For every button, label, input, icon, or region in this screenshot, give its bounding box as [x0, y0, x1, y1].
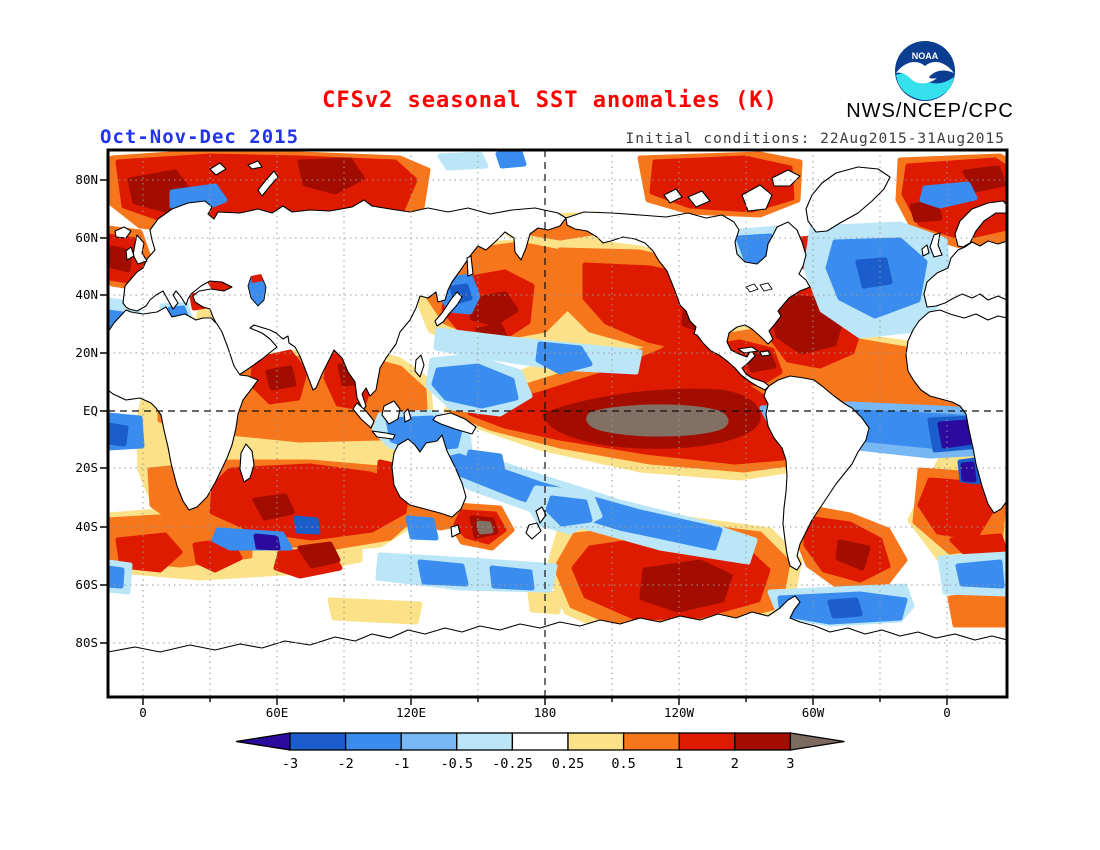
new-zealand-north — [535, 506, 547, 524]
europe-east-repeat — [923, 240, 1007, 308]
agency-label: NWS/NCEP/CPC — [846, 100, 1014, 122]
lat-tick-label: EQ — [82, 403, 98, 418]
lon-tick-label: 0 — [139, 705, 147, 720]
below-min-arrow — [235, 732, 291, 751]
colorbar-segment — [344, 732, 402, 751]
colorbar-segment — [511, 732, 569, 751]
south-america — [763, 375, 870, 571]
lon-tick-label: 0 — [943, 705, 951, 720]
colorbar-tick-label: 1 — [675, 756, 683, 772]
victoria-island — [687, 190, 711, 208]
lon-tick-label: 60E — [265, 705, 289, 720]
ireland-east-repeat — [921, 244, 930, 257]
colorbar-segment — [567, 732, 625, 751]
axis-tick-marks — [100, 179, 948, 705]
colorbar-tick-label: -0.5 — [441, 756, 474, 772]
novaya-zemlya — [257, 170, 279, 197]
lat-tick-label: 20S — [75, 460, 98, 475]
colorbar-segment — [289, 732, 347, 751]
colorbar-segment — [734, 732, 792, 751]
colorbar-segment — [678, 732, 736, 751]
noaa-logo-text: NOAA — [912, 51, 939, 61]
map-frame — [106, 148, 1009, 699]
svalbard — [209, 162, 227, 176]
colorbar-tick-label: -1 — [393, 756, 409, 772]
colorbar-segment — [456, 732, 514, 751]
lon-tick-label: 180 — [533, 705, 557, 720]
colorbar-tick-label: 0.5 — [611, 756, 635, 772]
banks-island — [663, 188, 683, 204]
philippines — [414, 354, 425, 378]
norway-east-repeat — [954, 200, 1007, 248]
noaa-logo-sea — [896, 72, 954, 101]
lon-tick-label: 120E — [395, 705, 427, 720]
tasmania — [450, 524, 461, 538]
madagascar — [239, 443, 255, 483]
iceland — [114, 226, 132, 239]
africa — [108, 306, 259, 511]
north-america — [565, 211, 811, 391]
lat-tick-label: 40N — [75, 287, 98, 302]
greenland — [805, 166, 891, 233]
initial-conditions-label: Initial conditions: 22Aug2015-31Aug2015 — [625, 131, 1005, 147]
colorbar-segment — [400, 732, 458, 751]
sakhalin — [466, 255, 474, 277]
lat-tick-label: 40S — [75, 519, 98, 534]
noaa-seagull-icon — [896, 61, 954, 84]
hispaniola — [759, 350, 771, 357]
colorbar-svg: -3 -2 -1 -0.5 -0.25 0.25 0.5 1 2 3 — [235, 732, 845, 772]
colorbar-segment — [622, 732, 680, 751]
chart-title: CFSv2 seasonal SST anomalies (K) — [322, 88, 778, 113]
lat-tick-label: 80N — [75, 172, 98, 187]
new-guinea — [432, 412, 477, 435]
franz-josef-land — [247, 160, 263, 170]
above-max-arrow — [789, 732, 845, 751]
new-zealand-south — [525, 522, 542, 540]
colorbar-tick-label: 3 — [786, 756, 794, 772]
baffin-island — [741, 184, 773, 212]
inland-seas — [247, 274, 267, 307]
lat-tick-label: 80S — [75, 635, 98, 650]
colorbar-tick-label: 0.25 — [552, 756, 585, 772]
valid-season-label: Oct-Nov-Dec 2015 — [100, 126, 300, 148]
java — [371, 430, 396, 440]
colorbar-tick-label: 2 — [731, 756, 739, 772]
ireland — [125, 246, 135, 261]
borneo — [381, 400, 401, 425]
lon-tick-label: 60W — [801, 705, 825, 720]
lat-tick-label: 20N — [75, 345, 98, 360]
colorbar-tick-label: -3 — [282, 756, 298, 772]
africa-east-repeat — [905, 309, 1007, 514]
great-lakes — [745, 282, 773, 293]
noaa-logo: NOAA — [895, 41, 955, 101]
caspian-north-anomaly — [251, 274, 263, 283]
colorbar-tick-label: -2 — [337, 756, 353, 772]
lat-tick-label: 60S — [75, 577, 98, 592]
anomaly-colorbar: -3 -2 -1 -0.5 -0.25 0.25 0.5 1 2 3 — [228, 731, 878, 779]
lon-tick-label: 120W — [663, 705, 695, 720]
ellesmere-island — [771, 169, 801, 187]
antarctica — [108, 595, 1007, 697]
lat-tick-label: 60N — [75, 230, 98, 245]
graticule — [108, 150, 1007, 697]
great-britain — [132, 234, 148, 265]
sulawesi — [403, 408, 412, 423]
colorbar-tick-label: -0.25 — [492, 756, 533, 772]
cuba — [737, 346, 759, 354]
great-britain-east-repeat — [929, 232, 943, 258]
